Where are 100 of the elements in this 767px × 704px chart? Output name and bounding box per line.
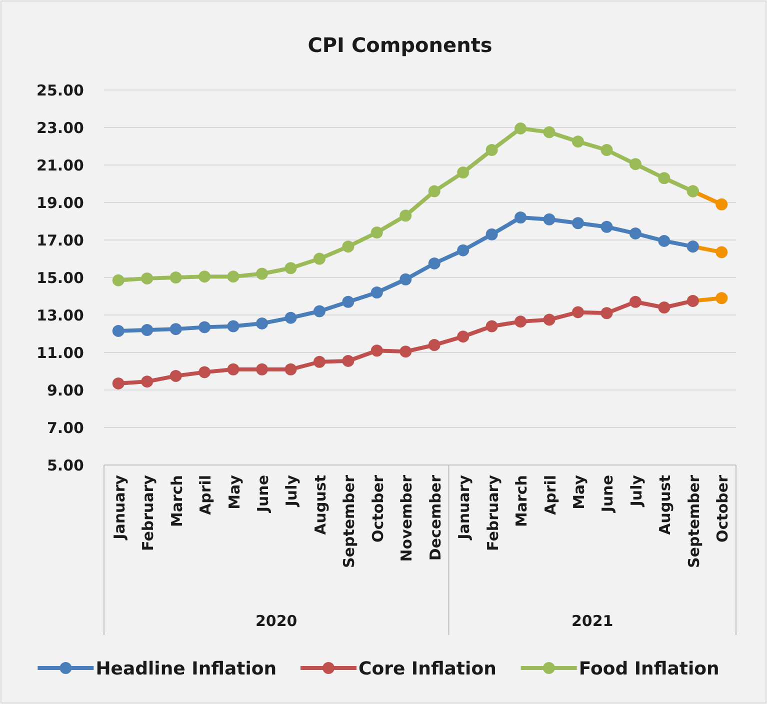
- point: [141, 376, 154, 388]
- point: [629, 158, 642, 170]
- point: [486, 228, 498, 240]
- point: [370, 344, 383, 357]
- point: [457, 166, 470, 178]
- point: [543, 314, 556, 326]
- x-tick-label: August: [311, 475, 330, 535]
- point: [141, 324, 154, 336]
- point: [370, 226, 383, 238]
- point: [716, 246, 728, 258]
- point: [600, 220, 613, 233]
- x-tick-label: March: [512, 475, 531, 528]
- x-tick-label: January: [455, 474, 474, 540]
- point: [428, 339, 440, 351]
- legend-label: Food Inflation: [578, 658, 720, 680]
- point: [400, 210, 412, 222]
- point: [716, 198, 728, 210]
- x-tick-label: September: [340, 474, 358, 568]
- point: [572, 136, 584, 148]
- x-tick-label: April: [541, 475, 560, 516]
- x-tick-label: August: [656, 475, 674, 535]
- point: [600, 144, 613, 156]
- point: [227, 320, 240, 332]
- point: [256, 268, 268, 280]
- x-tick-label: February: [139, 474, 158, 551]
- x-tick-label: May: [570, 474, 588, 510]
- point: [400, 273, 412, 286]
- y-tick-label: 23.00: [36, 118, 84, 137]
- point: [572, 217, 584, 230]
- y-tick-label: 21.00: [36, 156, 84, 174]
- point: [342, 240, 354, 253]
- point: [284, 312, 297, 324]
- x-tick-label: January: [110, 474, 128, 540]
- x-tick-label: November: [398, 474, 416, 562]
- point: [198, 270, 211, 283]
- y-tick-label: 7.00: [46, 418, 84, 437]
- point: [284, 363, 297, 376]
- point: [256, 317, 268, 330]
- y-tick-label: 25.00: [36, 81, 84, 100]
- point: [170, 323, 182, 336]
- point: [342, 354, 354, 367]
- point: [198, 321, 211, 334]
- x-tick-label: February: [484, 474, 502, 551]
- x-tick-label: April: [196, 475, 215, 516]
- point: [658, 234, 670, 247]
- point: [486, 144, 498, 156]
- x-tick-label: June: [598, 475, 617, 514]
- point: [457, 244, 470, 256]
- point: [486, 320, 498, 332]
- x-tick-label: July: [282, 474, 301, 508]
- point: [716, 292, 728, 304]
- point: [600, 307, 613, 320]
- point: [457, 330, 470, 343]
- point: [428, 257, 440, 270]
- y-tick-label: 13.00: [36, 306, 84, 324]
- point: [400, 346, 412, 358]
- point: [112, 274, 124, 286]
- point: [170, 370, 182, 382]
- y-tick-label: 9.00: [46, 381, 84, 400]
- point: [170, 272, 182, 284]
- text: 2020: [255, 612, 298, 630]
- point: [543, 126, 556, 138]
- point: [112, 324, 124, 337]
- point: [572, 306, 584, 318]
- point: [514, 316, 527, 328]
- point: [112, 377, 124, 390]
- point: [256, 363, 268, 376]
- point: [629, 296, 642, 308]
- chart-title: CPI Components: [308, 33, 492, 57]
- point: [227, 363, 240, 376]
- point: [313, 305, 326, 318]
- point: [370, 286, 383, 298]
- point: [514, 212, 527, 224]
- point: [227, 270, 240, 283]
- legend-label: Core Inflation: [358, 658, 496, 680]
- x-tick-label: October: [368, 474, 387, 542]
- y-tick-label: 11.00: [36, 344, 84, 362]
- x-tick-label: May: [225, 474, 244, 510]
- point: [629, 227, 642, 240]
- point: [284, 262, 297, 274]
- point: [543, 213, 556, 226]
- y-tick-label: 15.00: [36, 268, 84, 287]
- point: [141, 272, 154, 284]
- point: [198, 366, 211, 378]
- legend-label: Headline Inflation: [96, 658, 277, 680]
- point: [313, 356, 326, 368]
- point: [658, 172, 670, 184]
- x-tick-label: March: [168, 475, 186, 528]
- y-tick-label: 17.00: [36, 231, 84, 250]
- point: [428, 185, 440, 198]
- x-tick-label: October: [714, 474, 732, 542]
- point: [658, 302, 670, 314]
- x-tick-label: June: [254, 475, 272, 514]
- point: [514, 122, 527, 134]
- text: 2021: [571, 612, 614, 630]
- point: [313, 252, 326, 265]
- x-tick-label: July: [627, 474, 646, 508]
- point: [342, 296, 354, 308]
- y-tick-label: 5.00: [46, 456, 84, 474]
- x-tick-label: September: [684, 474, 703, 568]
